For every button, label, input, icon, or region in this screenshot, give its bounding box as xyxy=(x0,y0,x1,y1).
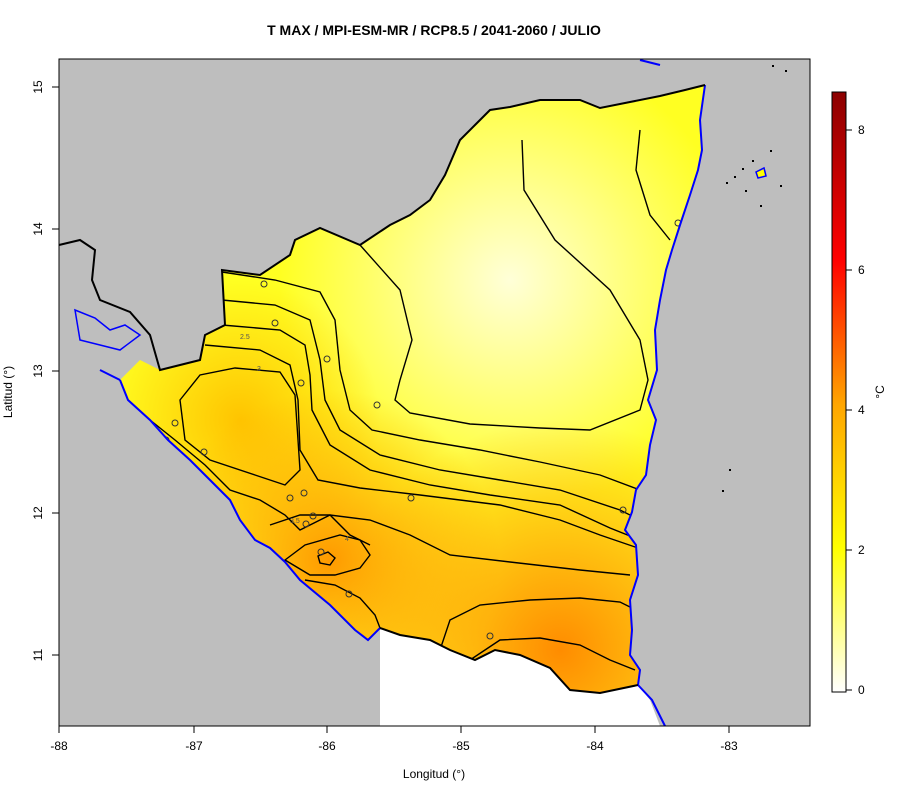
x-tick-label: -85 xyxy=(452,739,470,753)
coastline xyxy=(99,59,706,727)
x-tick-label: -83 xyxy=(720,739,738,753)
colorbar-tick-label: 2 xyxy=(858,543,865,557)
y-tick-label: 13 xyxy=(31,364,45,378)
y-axis-ticks xyxy=(52,86,59,656)
sea-area xyxy=(380,628,660,726)
colorbar xyxy=(831,91,847,693)
contour-label-3: 3 xyxy=(257,366,261,373)
colorbar-tick-label: 0 xyxy=(858,683,865,697)
colorbar-ticks xyxy=(846,129,852,691)
plot-frame xyxy=(58,58,811,727)
country-border xyxy=(58,84,706,695)
island-corn xyxy=(755,166,767,179)
x-axis-ticks xyxy=(58,726,730,733)
contour-label-2-5: 2.5 xyxy=(240,334,250,341)
colorbar-tick-label: 4 xyxy=(858,403,865,417)
contour-lines xyxy=(149,129,671,671)
x-tick-label: -87 xyxy=(185,739,203,753)
y-tick-label: 12 xyxy=(31,506,45,520)
gulf-fonseca xyxy=(74,308,142,351)
x-axis-title: Longitud (°) xyxy=(403,767,465,781)
colorbar-unit: °C xyxy=(873,385,887,399)
islands xyxy=(722,65,787,492)
colorbar-tick-label: 6 xyxy=(858,263,865,277)
y-axis-title: Latitud (°) xyxy=(1,366,15,418)
contour-label-4: 4 xyxy=(345,536,349,543)
x-tick-label: -84 xyxy=(586,739,604,753)
contour-label-3-5: 3.5 xyxy=(290,518,300,525)
y-tick-label: 14 xyxy=(31,222,45,236)
y-tick-label: 15 xyxy=(31,80,45,94)
colorbar-tick-label: 8 xyxy=(858,123,865,137)
y-tick-label: 11 xyxy=(31,648,45,661)
x-tick-label: -86 xyxy=(318,739,336,753)
x-tick-label: -88 xyxy=(50,739,68,753)
map-title: T MAX / MPI-ESM-MR / RCP8.5 / 2041-2060 … xyxy=(267,22,601,38)
